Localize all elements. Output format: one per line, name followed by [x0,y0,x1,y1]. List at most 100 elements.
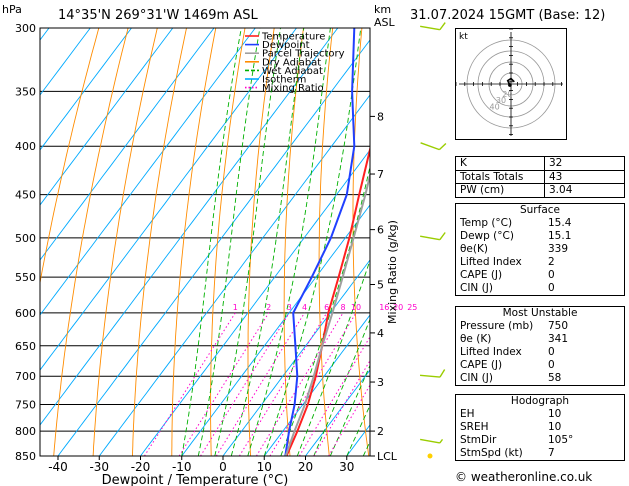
wind-barb [420,438,444,444]
most-unstable-box: Most Unstable Pressure (mb) 750 θe (K) 341 Li… [455,306,625,386]
isotherm [40,28,91,96]
box-row-value: 15.1 [548,230,572,242]
box-row-label: Pressure (mb) [460,320,534,332]
km-tick-label: 6 [377,224,384,237]
box-row-label: Lifted Index [460,256,522,268]
box-row-label: StmDir [460,434,497,446]
pressure-tick-label: 600 [15,307,36,320]
isotherm [263,314,370,456]
dry-adiabat [318,28,334,456]
location-title: 14°35'N 269°31'W 1469m ASL [58,8,258,23]
wind-barb-shaft [420,235,440,241]
box-row-label: θe(K) [460,243,488,255]
dry-adiabat [449,28,453,456]
x-tick-label: 0 [219,460,227,474]
box-row: CAPE (J) 0 [456,359,624,372]
isotherm [57,39,370,456]
box-row-value: 0 [548,269,555,281]
km-tick-label: 2 [377,425,384,438]
dry-adiabat [132,28,187,456]
isotherm [98,94,370,456]
box-row-label: EH [460,408,475,420]
mixing-ratio-label: 8 [340,303,345,312]
mixing-ratio-line [215,312,305,456]
pressure-tick-label: 450 [15,189,36,202]
wet-adiabat [263,28,362,456]
box-row-label: Dewp (°C) [460,230,514,242]
wet-adiabat [181,28,242,456]
box-row-label: CAPE (J) [460,359,503,371]
box-row-value: 339 [548,243,569,255]
dry-adiabat [352,28,370,456]
mixing-ratio-label: 6 [324,303,329,312]
dry-adiabat [247,28,275,456]
box-row-value: 0 [548,359,555,371]
index-row: Totals Totals 43 [455,169,625,185]
hodograph-ring-label: 30 [496,96,506,105]
mixing-ratio-line [328,384,370,456]
mixing-ratio-line [298,335,370,456]
dry-adiabat [40,28,100,286]
asl-label: ASL [374,16,395,29]
legend-label: Wet Adiabat [262,66,323,77]
index-row: PW (cm) 3.04 [455,183,625,198]
legend-label: Mixing Ratio [262,83,324,94]
isotherm [305,369,370,456]
wind-barb [420,142,447,151]
x-tick-label: -10 [172,460,192,474]
wet-adiabat [346,404,370,456]
pressure-tick-label: 350 [15,85,36,98]
mixing-ratio-line [143,312,236,456]
legend-label: Parcel Trajectory [262,49,345,60]
mixing-ratio-line [200,312,290,456]
isotherm [40,28,339,426]
legend-label: Dewpoint [262,40,310,51]
box-row-value: 105° [548,434,574,446]
km-tick-label: 8 [377,110,384,123]
indices-table: K 32 Totals Totals 43 PW (cm) 3.04 [455,156,625,198]
pressure-tick-label: 800 [15,425,36,438]
mixing-ratio-line [178,312,270,456]
box-row-label: SREH [460,421,489,433]
index-row: K 32 [455,156,625,171]
box-row-value: 750 [548,320,569,332]
box-row-label: StmSpd (kt) [460,447,523,459]
box-row-value: 10 [548,421,562,433]
isotherm [40,28,174,206]
km-tick-label: 7 [377,168,384,181]
legend-label: Temperature [261,32,325,43]
wind-barb-flag [439,232,446,241]
isotherm [40,28,297,371]
index-value: 3.04 [544,183,625,198]
wind-barb-flag [438,142,447,151]
isotherm [140,149,370,456]
km-tick-label: 5 [377,279,384,292]
km-tick-label: LCL [377,450,398,463]
copyright: © weatheronline.co.uk [455,470,593,484]
box-row-value: 341 [548,333,569,345]
hodograph-trace [506,77,515,86]
hpa-label: hPa [2,3,22,16]
box-row: θe(K) 339 [456,243,624,256]
isotherm [40,28,132,151]
index-label: K [455,156,545,171]
mixing-ratio-label: 3 [287,303,292,312]
box-row-label: Temp (°C) [460,217,513,229]
wind-barb-shaft [420,142,440,151]
box-row: Lifted Index 2 [456,256,624,269]
legend-label: Dry Adiabat [262,57,321,68]
box-row: θe (K) 341 [456,333,624,346]
box-row-label: CIN (J) [460,282,493,294]
box-row: StmSpd (kt) 7 [456,447,624,460]
isotherm [346,424,370,456]
pressure-tick-label: 550 [15,271,36,284]
dry-adiabat [210,28,246,456]
parcel-trajectory-line [284,171,370,456]
datetime-title: 31.07.2024 15GMT (Base: 12) [410,8,606,23]
box-row-value: 0 [548,282,555,294]
isotherm [40,28,256,316]
pressure-tick-label: 650 [15,340,36,353]
km-label: km [374,3,392,16]
